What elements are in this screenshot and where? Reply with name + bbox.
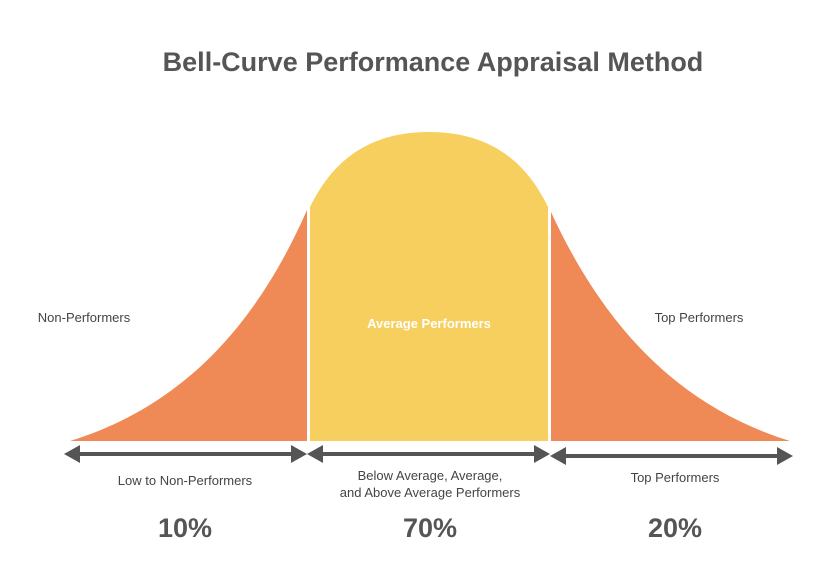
bell-region-non-performers: [70, 210, 307, 441]
diagram-title: Bell-Curve Performance Appraisal Method: [163, 47, 704, 77]
bell-region-average-performers: [310, 132, 548, 441]
percent-non-performers: 10%: [158, 513, 212, 543]
range-arrow-average-performers: [307, 445, 550, 463]
region-label-non-performers: Non-Performers: [38, 310, 131, 325]
percent-average-performers: 70%: [403, 513, 457, 543]
range-label-average-line2: and Above Average Performers: [340, 485, 521, 500]
range-label-average-line1: Below Average, Average,: [358, 468, 503, 483]
region-label-average-performers: Average Performers: [367, 316, 491, 331]
range-label-non-performers: Low to Non-Performers: [118, 473, 253, 488]
range-label-top-performers: Top Performers: [631, 470, 720, 485]
range-arrow-top-performers: [550, 447, 793, 465]
range-arrow-non-performers: [64, 445, 307, 463]
percent-top-performers: 20%: [648, 513, 702, 543]
bell-region-top-performers: [551, 212, 790, 441]
region-label-top-performers: Top Performers: [655, 310, 744, 325]
